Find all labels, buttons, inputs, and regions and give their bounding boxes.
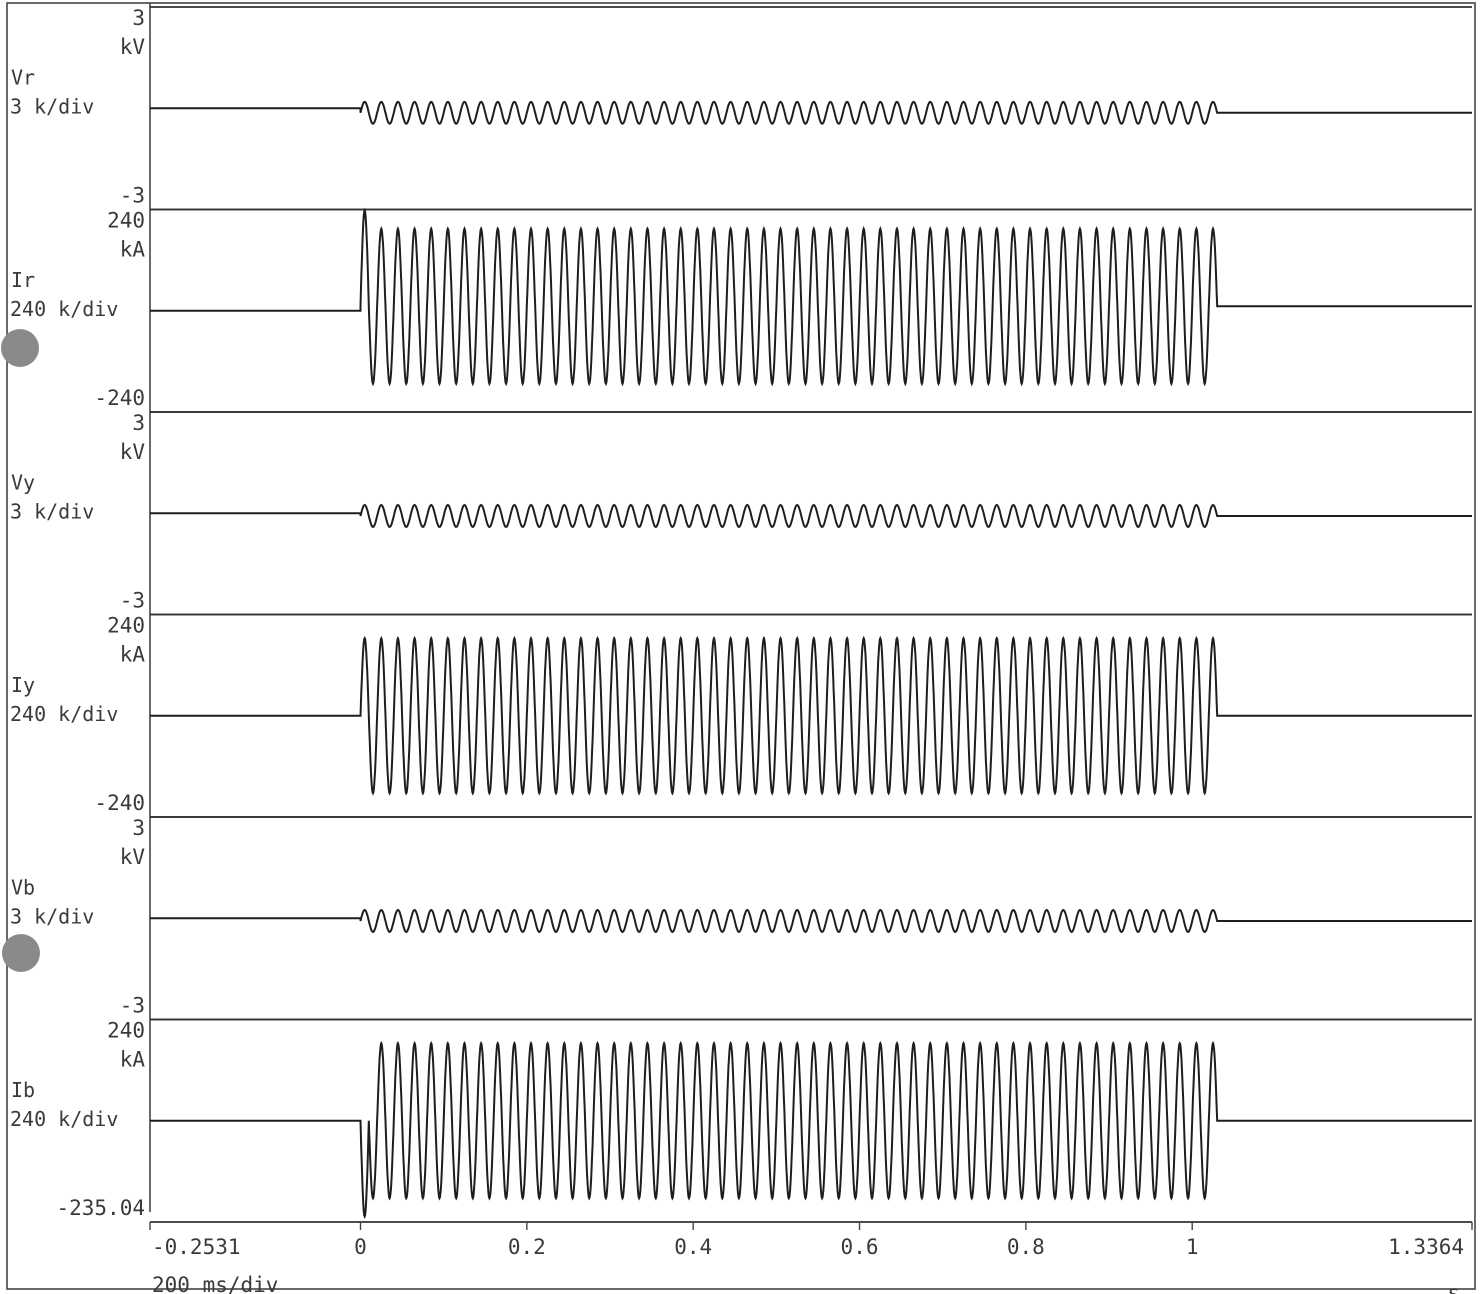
y-max-label: 240	[107, 1019, 145, 1043]
channel-ib: 240 kA Ib 240 k/div -235.04	[10, 1019, 1472, 1223]
channel-name-label: Iy	[11, 673, 35, 697]
y-max-label: 240	[107, 614, 145, 638]
channel-iy: 240 kA Iy 240 k/div -240	[10, 614, 1472, 818]
x-axis: -0.2531 0 0.2 0.4 0.6 0.8 1 1.3364 200 ms/div s	[149, 1222, 1473, 1294]
channel-scale-label: 3 k/div	[10, 904, 94, 928]
x-tick-label: 0.4	[674, 1235, 712, 1259]
y-unit-label: kV	[120, 35, 146, 59]
channel-name-label: Ib	[11, 1078, 35, 1102]
x-tick-label: 0.2	[508, 1235, 546, 1259]
waveform-trace	[150, 207, 1472, 387]
y-min-label: -3	[120, 994, 145, 1018]
y-max-label: 3	[132, 411, 145, 435]
x-unit-label: s	[1447, 1281, 1460, 1294]
channel-scale-label: 240 k/div	[10, 1107, 118, 1131]
y-min-label: -235.04	[56, 1196, 145, 1220]
channel-name-label: Vy	[11, 470, 35, 494]
channel-name-label: Vb	[11, 875, 35, 899]
y-min-label: -240	[94, 791, 145, 815]
channel-scale-label: 3 k/div	[10, 499, 94, 523]
y-min-label: -240	[94, 386, 145, 410]
y-max-label: 240	[107, 209, 145, 233]
y-unit-label: kA	[120, 1048, 146, 1072]
x-scale-label: 200 ms/div	[152, 1273, 278, 1294]
y-unit-label: kA	[120, 238, 146, 262]
waveform-trace	[150, 503, 1472, 528]
plot-frame	[6, 2, 1476, 1290]
channel-ir: 240 kA Ir 240 k/div -240	[10, 207, 1472, 413]
y-unit-label: kA	[120, 643, 146, 667]
x-tick-label: 0	[354, 1235, 367, 1259]
y-unit-label: kV	[120, 440, 146, 464]
channel-vr: 3 kV Vr 3 k/div -3	[10, 6, 1472, 211]
x-tick-label: -0.2531	[152, 1235, 241, 1259]
waveform-trace	[150, 908, 1472, 933]
y-min-label: -3	[120, 184, 145, 208]
x-tick-label: 1	[1186, 1235, 1199, 1259]
x-tick-label: 0.8	[1007, 1235, 1045, 1259]
y-unit-label: kV	[120, 845, 146, 869]
x-tick-label: 0.6	[841, 1235, 879, 1259]
waveform-trace	[150, 1040, 1472, 1220]
waveform-trace	[150, 635, 1472, 796]
y-min-label: -3	[120, 589, 145, 613]
x-tick-label: 1.3364	[1388, 1235, 1464, 1259]
channel-scale-label: 240 k/div	[10, 297, 118, 321]
channel-vb: 3 kV Vb 3 k/div -3	[10, 816, 1472, 1021]
y-max-label: 3	[132, 816, 145, 840]
punch-hole-mark	[1, 329, 39, 367]
channel-name-label: Ir	[11, 268, 35, 292]
channel-vy: 3 kV Vy 3 k/div -3	[10, 411, 1472, 616]
channel-scale-label: 3 k/div	[10, 94, 94, 118]
y-max-label: 3	[132, 6, 145, 30]
punch-hole-mark	[2, 934, 40, 972]
channel-scale-label: 240 k/div	[10, 702, 118, 726]
waveform-trace	[150, 100, 1472, 125]
channel-name-label: Vr	[11, 65, 35, 89]
